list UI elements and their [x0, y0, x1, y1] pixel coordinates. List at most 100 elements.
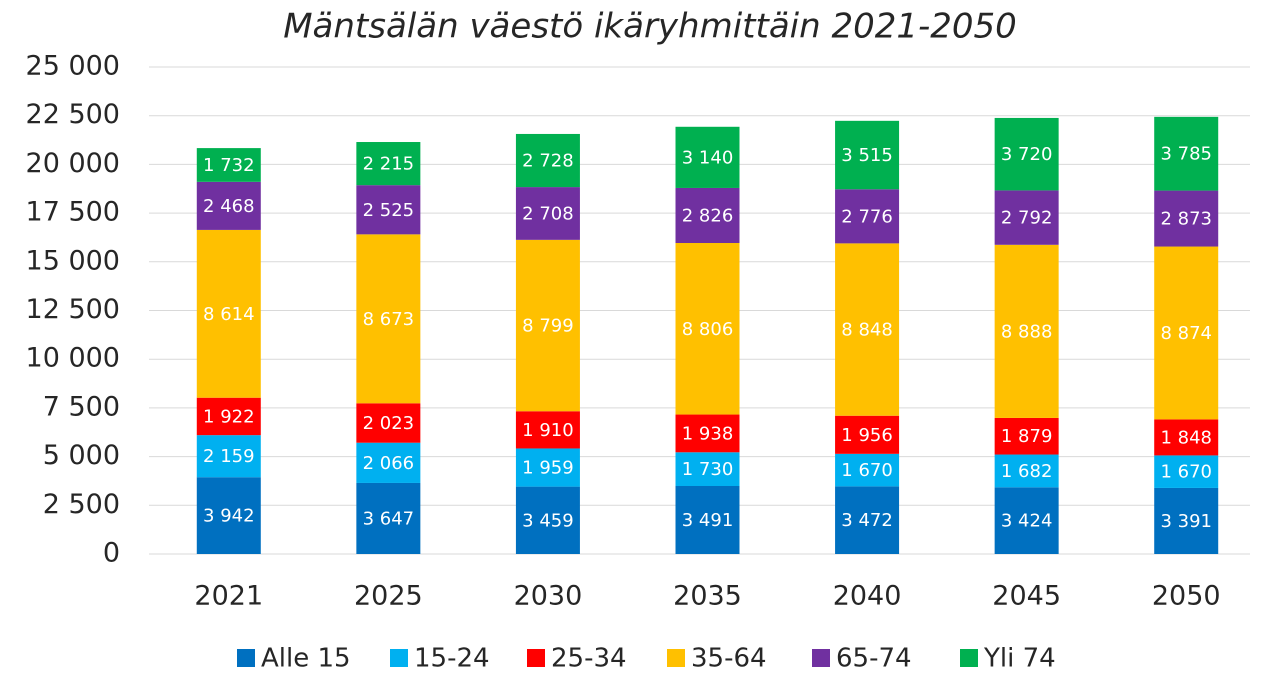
data-label: 2 728: [522, 151, 574, 172]
bar-segment: [675, 414, 740, 453]
bar-segment: [356, 403, 421, 443]
legend-swatch: [812, 649, 830, 667]
data-label: 8 806: [682, 319, 734, 340]
bar-segment: [994, 190, 1059, 245]
legend-swatch: [390, 649, 408, 667]
data-label: 1 922: [203, 406, 255, 427]
data-label: 3 140: [682, 147, 734, 168]
bar-segment: [675, 485, 740, 554]
y-tick-label: 15 000: [26, 245, 120, 276]
bar-segment: [1154, 419, 1219, 456]
bar-segment: [994, 454, 1059, 488]
data-label: 1 910: [522, 420, 574, 441]
bar-segment: [196, 477, 261, 554]
legend-label: 15-24: [414, 644, 490, 674]
y-tick-label: 12 500: [26, 294, 120, 325]
data-label: 2 215: [363, 154, 415, 175]
y-tick-label: 25 000: [26, 51, 120, 82]
bar-segment: [515, 187, 580, 240]
data-label: 3 515: [841, 145, 893, 166]
bar-segment: [675, 243, 740, 415]
data-label: 8 673: [363, 309, 415, 330]
bar-segment: [1154, 246, 1219, 420]
data-label: 3 491: [682, 510, 734, 531]
x-tick-label: 2045: [992, 581, 1061, 612]
bar-segment: [835, 453, 900, 487]
data-label: 1 959: [522, 458, 574, 479]
y-tick-label: 7 500: [43, 391, 120, 422]
x-tick-label: 2040: [833, 581, 902, 612]
bar-segment: [515, 133, 580, 188]
legend-label: Yli 74: [983, 644, 1056, 674]
bar-segment: [196, 148, 261, 182]
y-tick-label: 22 500: [26, 99, 120, 130]
bar-segment: [994, 487, 1059, 554]
bar-segment: [1154, 190, 1219, 247]
y-tick-label: 17 500: [26, 197, 120, 228]
y-tick-label: 5 000: [43, 440, 120, 471]
legend-swatch: [960, 649, 978, 667]
bar-segment: [835, 243, 900, 416]
legend-label: Alle 15: [261, 644, 351, 674]
bar-segment: [675, 126, 740, 188]
x-tick-label: 2025: [354, 581, 423, 612]
data-label: 1 670: [1160, 462, 1212, 483]
data-label: 1 730: [682, 459, 734, 480]
bar-segment: [356, 482, 421, 554]
data-label: 8 799: [522, 316, 574, 337]
data-label: 3 424: [1001, 511, 1053, 532]
legend-swatch: [667, 649, 685, 667]
bar-segment: [835, 415, 900, 454]
bar-segment: [835, 189, 900, 244]
bar-segment: [196, 435, 261, 478]
data-label: 1 670: [841, 460, 893, 481]
bar-segment: [994, 117, 1059, 191]
bar-segment: [1154, 487, 1219, 554]
data-label: 2 792: [1001, 208, 1053, 229]
bar-segment: [356, 234, 421, 404]
legend-label: 35-64: [691, 644, 767, 674]
data-label: 3 942: [203, 506, 255, 527]
bar-segment: [515, 411, 580, 449]
bar-segment: [196, 181, 261, 230]
data-label: 3 391: [1160, 511, 1212, 532]
bar-segment: [196, 397, 261, 436]
data-label: 2 468: [203, 196, 255, 217]
data-label: 2 525: [363, 200, 415, 221]
bar-segment: [675, 452, 740, 486]
bar-segment: [1154, 455, 1219, 488]
chart-title: Mäntsälän väestö ikäryhmittäin 2021-2050: [283, 7, 1017, 47]
x-tick-label: 2030: [514, 581, 583, 612]
data-label: 1 732: [203, 155, 255, 176]
data-label: 2 826: [682, 205, 734, 226]
data-label: 3 720: [1001, 144, 1053, 165]
data-label: 3 472: [841, 510, 893, 531]
data-label: 8 888: [1001, 321, 1053, 342]
data-label: 2 023: [363, 413, 415, 434]
legend-label: 65-74: [836, 644, 912, 674]
legend-swatch: [237, 649, 255, 667]
data-label: 3 459: [522, 510, 574, 531]
x-tick-label: 2035: [673, 581, 742, 612]
bar-segment: [1154, 116, 1219, 191]
data-label: 1 938: [682, 423, 734, 444]
legend-label: 25-34: [551, 644, 627, 674]
bar-segment: [515, 486, 580, 554]
data-label: 8 848: [841, 320, 893, 341]
y-tick-label: 10 000: [26, 343, 120, 374]
bar-segment: [515, 239, 580, 412]
bar-segment: [515, 448, 580, 487]
data-label: 1 956: [841, 425, 893, 446]
y-tick-label: 20 000: [26, 148, 120, 179]
data-label: 8 614: [203, 304, 255, 325]
data-label: 3 647: [363, 508, 415, 529]
bar-segment: [994, 417, 1059, 455]
data-label: 1 848: [1160, 427, 1212, 448]
data-label: 3 785: [1160, 144, 1212, 165]
bar-segment: [356, 185, 421, 235]
bar-segment: [196, 229, 261, 398]
data-label: 2 776: [841, 206, 893, 227]
data-label: 2 873: [1160, 209, 1212, 230]
bar-segment: [994, 244, 1059, 418]
